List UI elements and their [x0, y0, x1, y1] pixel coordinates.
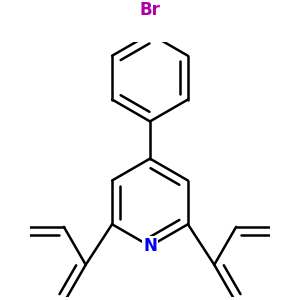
Text: Br: Br	[140, 1, 160, 19]
Text: N: N	[143, 237, 157, 255]
